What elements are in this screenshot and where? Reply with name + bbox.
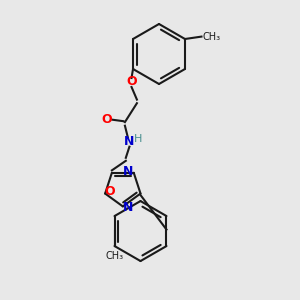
- Text: CH₃: CH₃: [106, 251, 124, 261]
- Text: N: N: [124, 135, 135, 148]
- Text: O: O: [102, 113, 112, 126]
- Text: N: N: [123, 165, 134, 178]
- Text: H: H: [134, 134, 142, 144]
- Text: N: N: [123, 201, 134, 214]
- Text: CH₃: CH₃: [203, 32, 221, 42]
- Text: O: O: [126, 75, 137, 88]
- Text: O: O: [104, 184, 115, 198]
